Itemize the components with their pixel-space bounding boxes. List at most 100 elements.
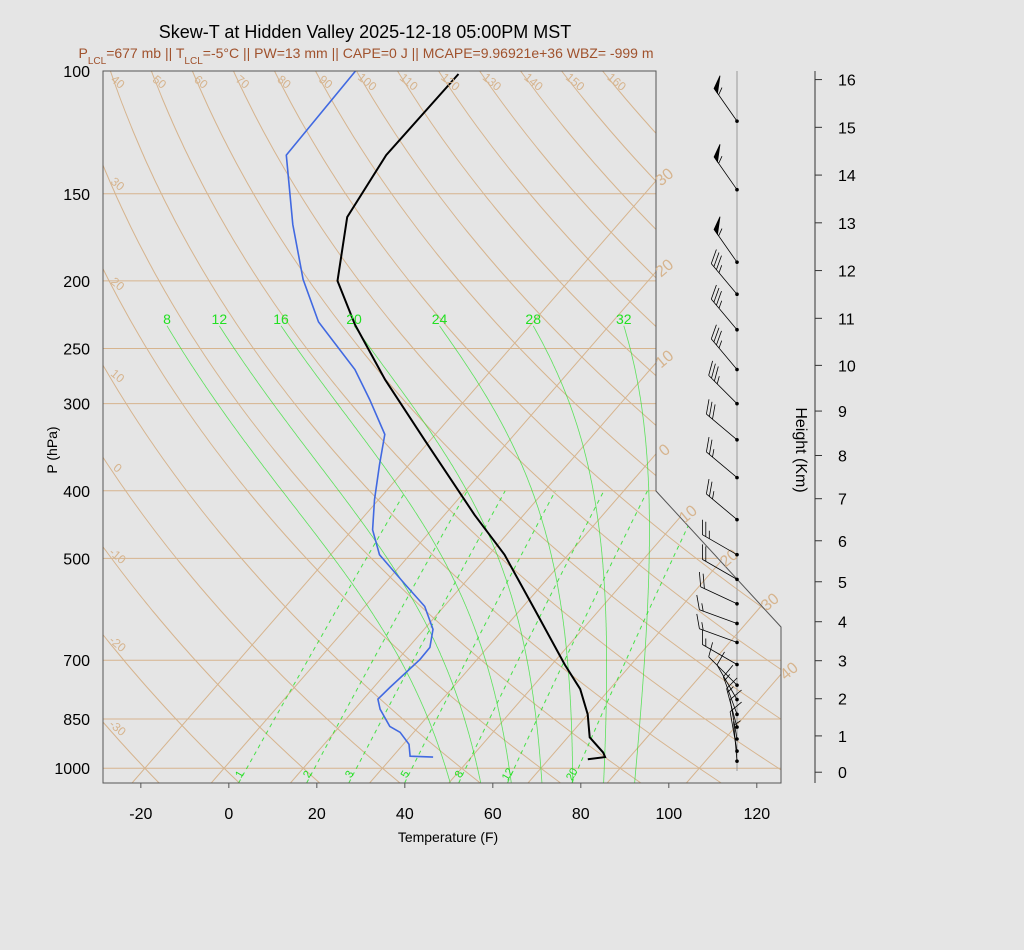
y2-tick-label: 0 <box>838 765 847 782</box>
wind-barb <box>708 642 739 687</box>
temperature-line <box>336 73 607 761</box>
wind-barb <box>699 571 739 606</box>
wind-barb <box>716 651 739 702</box>
plot-frame <box>102 70 782 784</box>
wind-barb-lines <box>699 571 738 605</box>
wind-barb <box>702 519 739 557</box>
moist-adiabat-label: 32 <box>616 311 632 327</box>
moist-adiabat <box>166 325 451 783</box>
y-tick-label: 700 <box>63 653 90 670</box>
wind-barb <box>710 284 739 332</box>
guide-lines <box>103 71 781 783</box>
wind-barb-lines <box>710 284 738 330</box>
y2-tick-label: 14 <box>838 168 856 185</box>
moist-adiabat <box>532 325 607 783</box>
wind-barb <box>702 544 739 582</box>
chart-title: Skew-T at Hidden Valley 2025-12-18 05:00… <box>159 22 572 42</box>
dry-adiabat <box>191 71 781 783</box>
wind-barb <box>710 324 739 372</box>
x-tick-label: 20 <box>308 806 326 823</box>
dry-adiabat <box>520 71 781 783</box>
wind-dot <box>735 712 739 717</box>
dewpoint-line <box>285 71 434 758</box>
isotherm <box>606 71 781 783</box>
moist-adiabat-label: 16 <box>273 311 289 327</box>
y2-tick-label: 4 <box>838 615 847 632</box>
wind-barb <box>696 594 739 626</box>
y-tick-label: 300 <box>63 397 90 414</box>
moist-adiabat <box>218 325 482 783</box>
wind-barb <box>696 613 739 645</box>
mixing-ratio-line <box>238 490 407 783</box>
wind-pennant <box>713 144 721 163</box>
mixing-ratio-label: 2 <box>301 769 314 780</box>
mixing-ratio-label: 12 <box>500 766 517 783</box>
y2-axis-label: Height (Km) <box>792 407 809 492</box>
y2-tick-label: 2 <box>838 692 847 709</box>
moist-adiabat <box>353 325 543 783</box>
dry-adiabat <box>103 71 642 783</box>
wind-barb <box>713 144 739 192</box>
moist-adiabat <box>439 325 574 783</box>
wind-barb <box>706 479 739 522</box>
x-axis-label: Temperature (F) <box>398 829 498 845</box>
x-tick-label: 120 <box>743 806 770 823</box>
wind-dot <box>735 602 739 606</box>
wind-barb-lines <box>696 594 738 624</box>
dry-adiabat <box>103 71 401 783</box>
mixing-ratio-line <box>458 490 605 783</box>
dry-adiabat <box>274 71 781 783</box>
dry-adiabat <box>233 71 781 783</box>
isotherm <box>527 71 781 783</box>
wind-barb-lines <box>702 629 738 665</box>
y2-tick-label: 16 <box>838 73 856 90</box>
subtitle-part: =-5°C || PW=13 mm || CAPE=0 J || MCAPE=9… <box>203 45 654 61</box>
wind-barb-lines <box>706 399 738 441</box>
wind-dot <box>735 737 739 741</box>
dry-adiabat <box>109 71 722 783</box>
wind-barb-lines <box>710 324 738 370</box>
y-axis-label: P (hPa) <box>44 426 60 473</box>
y2-tick-label: 1 <box>838 729 847 746</box>
wind-barb <box>713 75 739 123</box>
y-tick-label: 100 <box>63 64 90 81</box>
mixing-ratio-line <box>348 490 506 783</box>
y-tick-label: 250 <box>63 341 90 358</box>
moist-adiabat-label: 8 <box>163 311 171 327</box>
wind-barb <box>713 216 739 264</box>
x-tick-label: 100 <box>655 806 682 823</box>
y2-tick-label: 9 <box>838 404 847 421</box>
wind-barb-lines <box>733 720 741 762</box>
mixing-ratio-line <box>571 490 706 783</box>
x-tick-label: -20 <box>129 806 152 823</box>
x-tick-label: 60 <box>484 806 502 823</box>
wind-barb-lines <box>708 360 738 404</box>
y-tick-label: 850 <box>63 712 90 729</box>
mixing-ratio-line <box>507 490 648 783</box>
dry-adiabat <box>150 71 781 783</box>
wind-barb-lines <box>713 87 738 122</box>
wind-barb <box>733 720 741 763</box>
wind-barb-lines <box>702 544 738 580</box>
wind-barb <box>729 689 742 741</box>
wind-barb <box>708 360 739 406</box>
wind-barb-lines <box>706 437 738 478</box>
wind-barb <box>710 249 739 297</box>
dry-adiabat <box>103 71 481 783</box>
moist-adiabat <box>280 325 512 783</box>
wind-barb-lines <box>702 519 738 556</box>
moist-adiabat-label: 24 <box>432 311 448 327</box>
wind-barb-lines <box>710 249 738 295</box>
y2-tick-label: 11 <box>838 311 855 328</box>
mixing-ratio-label: 1 <box>233 769 246 780</box>
wind-pennant <box>713 216 721 236</box>
y2-tick-label: 15 <box>838 120 856 137</box>
y2-tick-label: 7 <box>838 492 847 509</box>
wind-barb-lines <box>713 228 738 263</box>
chart-subtitle: PLCL=677 mb || TLCL=-5°C || PW=13 mm || … <box>78 45 653 67</box>
subtitle-subscript: LCL <box>88 56 107 67</box>
y-tick-label: 150 <box>63 187 90 204</box>
wind-dot <box>735 662 739 667</box>
wind-barb-lines <box>696 613 738 643</box>
